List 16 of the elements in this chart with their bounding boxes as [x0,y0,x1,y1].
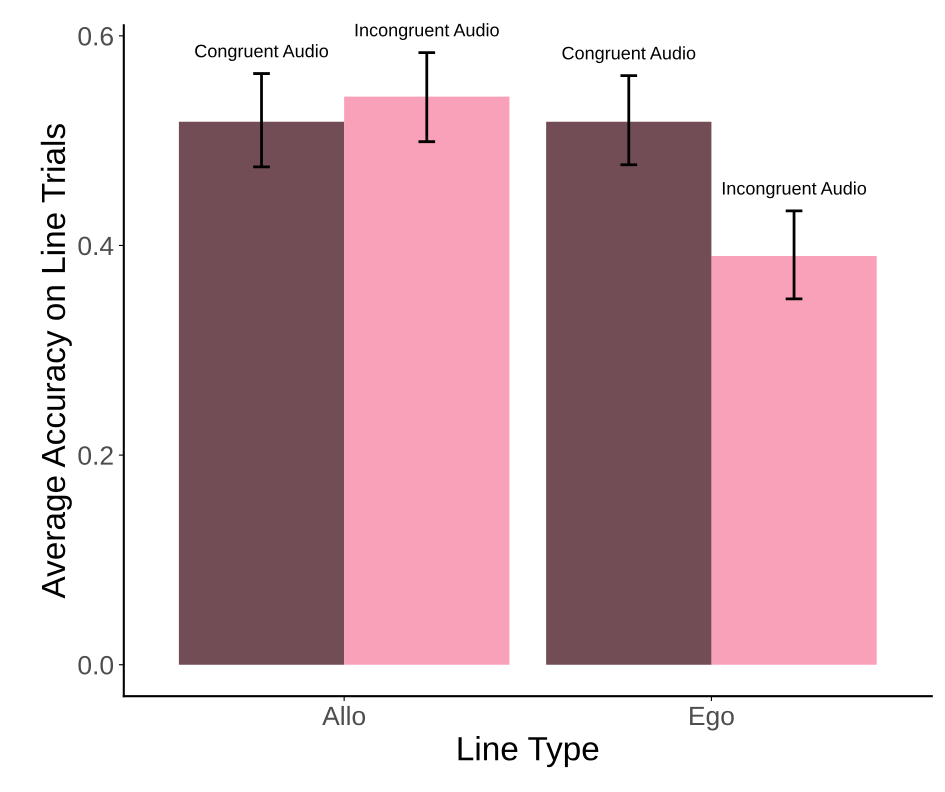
y-axis-title: Average Accuracy on Line Trials [40,124,72,598]
bar [178,122,344,665]
y-tick-label: 0.4 [78,236,114,256]
y-tick-label: 0.6 [78,26,113,46]
x-tick-label: Ego [690,706,734,730]
y-tick-label: 0.2 [78,446,113,465]
y-tick-label: 0.0 [78,656,114,675]
bar [344,96,510,665]
annotation: Congruent Audio [562,46,696,64]
bar [546,122,712,665]
x-tick-label: Allo [322,706,366,726]
annotation: Incongruent Audio [356,23,499,40]
bar [711,256,877,665]
x-axis-title: Line Type [458,736,598,768]
annotation: Incongruent Audio [722,181,866,198]
annotation: Congruent Audio [195,44,328,61]
